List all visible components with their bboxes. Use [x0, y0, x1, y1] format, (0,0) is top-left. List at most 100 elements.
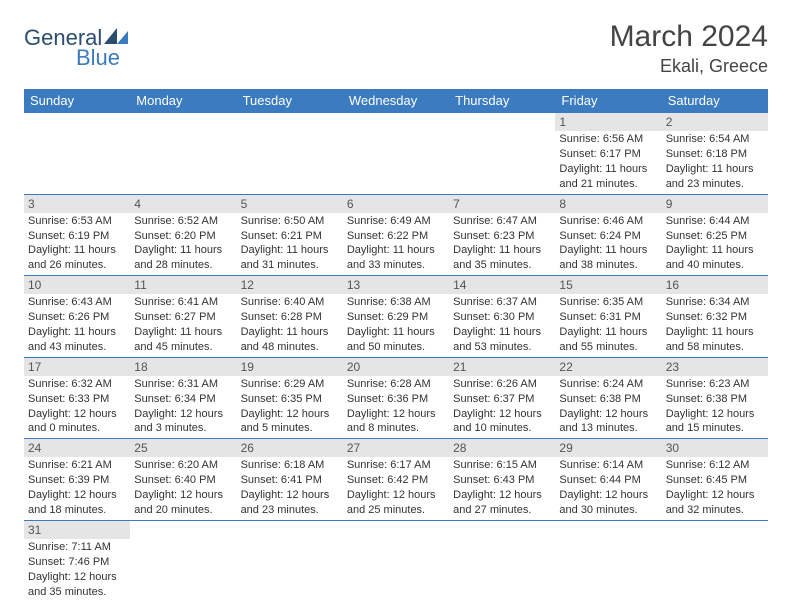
day-number: 6 — [343, 195, 449, 213]
calendar-row: 31Sunrise: 7:11 AMSunset: 7:46 PMDayligh… — [24, 520, 768, 601]
day-details: Sunrise: 6:56 AMSunset: 6:17 PMDaylight:… — [555, 131, 661, 193]
page-title: March 2024 — [610, 20, 768, 54]
calendar-cell: 13Sunrise: 6:38 AMSunset: 6:29 PMDayligh… — [343, 276, 449, 358]
day-details: Sunrise: 6:40 AMSunset: 6:28 PMDaylight:… — [237, 294, 343, 356]
day-details: Sunrise: 6:23 AMSunset: 6:38 PMDaylight:… — [662, 376, 768, 438]
calendar-cell: 19Sunrise: 6:29 AMSunset: 6:35 PMDayligh… — [237, 357, 343, 439]
calendar-cell — [237, 113, 343, 195]
weekday-header: Saturday — [662, 89, 768, 113]
day-details: Sunrise: 6:12 AMSunset: 6:45 PMDaylight:… — [662, 457, 768, 519]
calendar-cell: 5Sunrise: 6:50 AMSunset: 6:21 PMDaylight… — [237, 194, 343, 276]
day-details: Sunrise: 6:24 AMSunset: 6:38 PMDaylight:… — [555, 376, 661, 438]
day-number: 27 — [343, 439, 449, 457]
weekday-header: Thursday — [449, 89, 555, 113]
day-number: 26 — [237, 439, 343, 457]
day-number: 13 — [343, 276, 449, 294]
weekday-header: Friday — [555, 89, 661, 113]
calendar-cell — [343, 113, 449, 195]
calendar-row: 3Sunrise: 6:53 AMSunset: 6:19 PMDaylight… — [24, 194, 768, 276]
calendar-cell: 23Sunrise: 6:23 AMSunset: 6:38 PMDayligh… — [662, 357, 768, 439]
calendar-cell: 28Sunrise: 6:15 AMSunset: 6:43 PMDayligh… — [449, 439, 555, 521]
calendar-cell: 8Sunrise: 6:46 AMSunset: 6:24 PMDaylight… — [555, 194, 661, 276]
day-details: Sunrise: 6:41 AMSunset: 6:27 PMDaylight:… — [130, 294, 236, 356]
day-number: 11 — [130, 276, 236, 294]
calendar-body: 1Sunrise: 6:56 AMSunset: 6:17 PMDaylight… — [24, 113, 768, 602]
day-details: Sunrise: 6:37 AMSunset: 6:30 PMDaylight:… — [449, 294, 555, 356]
calendar-cell: 7Sunrise: 6:47 AMSunset: 6:23 PMDaylight… — [449, 194, 555, 276]
day-details: Sunrise: 6:31 AMSunset: 6:34 PMDaylight:… — [130, 376, 236, 438]
day-number: 9 — [662, 195, 768, 213]
day-details: Sunrise: 6:53 AMSunset: 6:19 PMDaylight:… — [24, 213, 130, 275]
logo-line1: General — [24, 27, 102, 49]
calendar-cell: 1Sunrise: 6:56 AMSunset: 6:17 PMDaylight… — [555, 113, 661, 195]
calendar-cell: 20Sunrise: 6:28 AMSunset: 6:36 PMDayligh… — [343, 357, 449, 439]
day-number: 31 — [24, 521, 130, 539]
day-details: Sunrise: 6:47 AMSunset: 6:23 PMDaylight:… — [449, 213, 555, 275]
day-number: 8 — [555, 195, 661, 213]
calendar-row: 1Sunrise: 6:56 AMSunset: 6:17 PMDaylight… — [24, 113, 768, 195]
weekday-header: Sunday — [24, 89, 130, 113]
day-number: 14 — [449, 276, 555, 294]
calendar-cell: 12Sunrise: 6:40 AMSunset: 6:28 PMDayligh… — [237, 276, 343, 358]
calendar-cell: 11Sunrise: 6:41 AMSunset: 6:27 PMDayligh… — [130, 276, 236, 358]
day-details: Sunrise: 6:43 AMSunset: 6:26 PMDaylight:… — [24, 294, 130, 356]
day-number: 24 — [24, 439, 130, 457]
header-right: March 2024 Ekali, Greece — [610, 20, 768, 77]
day-number: 21 — [449, 358, 555, 376]
day-number: 2 — [662, 113, 768, 131]
day-number: 19 — [237, 358, 343, 376]
calendar-cell — [130, 520, 236, 601]
day-number: 1 — [555, 113, 661, 131]
calendar-cell: 15Sunrise: 6:35 AMSunset: 6:31 PMDayligh… — [555, 276, 661, 358]
day-number: 18 — [130, 358, 236, 376]
day-number: 5 — [237, 195, 343, 213]
day-details: Sunrise: 6:49 AMSunset: 6:22 PMDaylight:… — [343, 213, 449, 275]
header: General Blue March 2024 Ekali, Greece — [24, 20, 768, 77]
day-number: 23 — [662, 358, 768, 376]
calendar-cell — [662, 520, 768, 601]
calendar-cell: 31Sunrise: 7:11 AMSunset: 7:46 PMDayligh… — [24, 520, 130, 601]
calendar-cell: 29Sunrise: 6:14 AMSunset: 6:44 PMDayligh… — [555, 439, 661, 521]
calendar-cell: 2Sunrise: 6:54 AMSunset: 6:18 PMDaylight… — [662, 113, 768, 195]
calendar-cell: 6Sunrise: 6:49 AMSunset: 6:22 PMDaylight… — [343, 194, 449, 276]
day-details: Sunrise: 6:28 AMSunset: 6:36 PMDaylight:… — [343, 376, 449, 438]
day-details: Sunrise: 7:11 AMSunset: 7:46 PMDaylight:… — [24, 539, 130, 601]
calendar-row: 17Sunrise: 6:32 AMSunset: 6:33 PMDayligh… — [24, 357, 768, 439]
calendar-cell: 26Sunrise: 6:18 AMSunset: 6:41 PMDayligh… — [237, 439, 343, 521]
calendar-cell — [449, 520, 555, 601]
day-details: Sunrise: 6:38 AMSunset: 6:29 PMDaylight:… — [343, 294, 449, 356]
day-number: 16 — [662, 276, 768, 294]
location: Ekali, Greece — [610, 56, 768, 77]
day-details: Sunrise: 6:44 AMSunset: 6:25 PMDaylight:… — [662, 213, 768, 275]
day-details: Sunrise: 6:17 AMSunset: 6:42 PMDaylight:… — [343, 457, 449, 519]
calendar-row: 10Sunrise: 6:43 AMSunset: 6:26 PMDayligh… — [24, 276, 768, 358]
day-number: 7 — [449, 195, 555, 213]
day-details: Sunrise: 6:15 AMSunset: 6:43 PMDaylight:… — [449, 457, 555, 519]
calendar-cell: 30Sunrise: 6:12 AMSunset: 6:45 PMDayligh… — [662, 439, 768, 521]
calendar-cell: 18Sunrise: 6:31 AMSunset: 6:34 PMDayligh… — [130, 357, 236, 439]
day-details: Sunrise: 6:14 AMSunset: 6:44 PMDaylight:… — [555, 457, 661, 519]
day-details: Sunrise: 6:21 AMSunset: 6:39 PMDaylight:… — [24, 457, 130, 519]
calendar-cell: 14Sunrise: 6:37 AMSunset: 6:30 PMDayligh… — [449, 276, 555, 358]
day-number: 28 — [449, 439, 555, 457]
day-number: 3 — [24, 195, 130, 213]
calendar-row: 24Sunrise: 6:21 AMSunset: 6:39 PMDayligh… — [24, 439, 768, 521]
calendar-cell: 21Sunrise: 6:26 AMSunset: 6:37 PMDayligh… — [449, 357, 555, 439]
day-number: 22 — [555, 358, 661, 376]
day-number: 12 — [237, 276, 343, 294]
day-number: 29 — [555, 439, 661, 457]
day-number: 15 — [555, 276, 661, 294]
day-number: 25 — [130, 439, 236, 457]
calendar-cell: 3Sunrise: 6:53 AMSunset: 6:19 PMDaylight… — [24, 194, 130, 276]
calendar-cell — [24, 113, 130, 195]
day-details: Sunrise: 6:35 AMSunset: 6:31 PMDaylight:… — [555, 294, 661, 356]
day-details: Sunrise: 6:20 AMSunset: 6:40 PMDaylight:… — [130, 457, 236, 519]
day-number: 10 — [24, 276, 130, 294]
calendar-cell — [449, 113, 555, 195]
calendar-cell: 27Sunrise: 6:17 AMSunset: 6:42 PMDayligh… — [343, 439, 449, 521]
calendar-cell: 9Sunrise: 6:44 AMSunset: 6:25 PMDaylight… — [662, 194, 768, 276]
calendar-cell: 4Sunrise: 6:52 AMSunset: 6:20 PMDaylight… — [130, 194, 236, 276]
weekday-header: Wednesday — [343, 89, 449, 113]
calendar-cell: 25Sunrise: 6:20 AMSunset: 6:40 PMDayligh… — [130, 439, 236, 521]
day-details: Sunrise: 6:46 AMSunset: 6:24 PMDaylight:… — [555, 213, 661, 275]
